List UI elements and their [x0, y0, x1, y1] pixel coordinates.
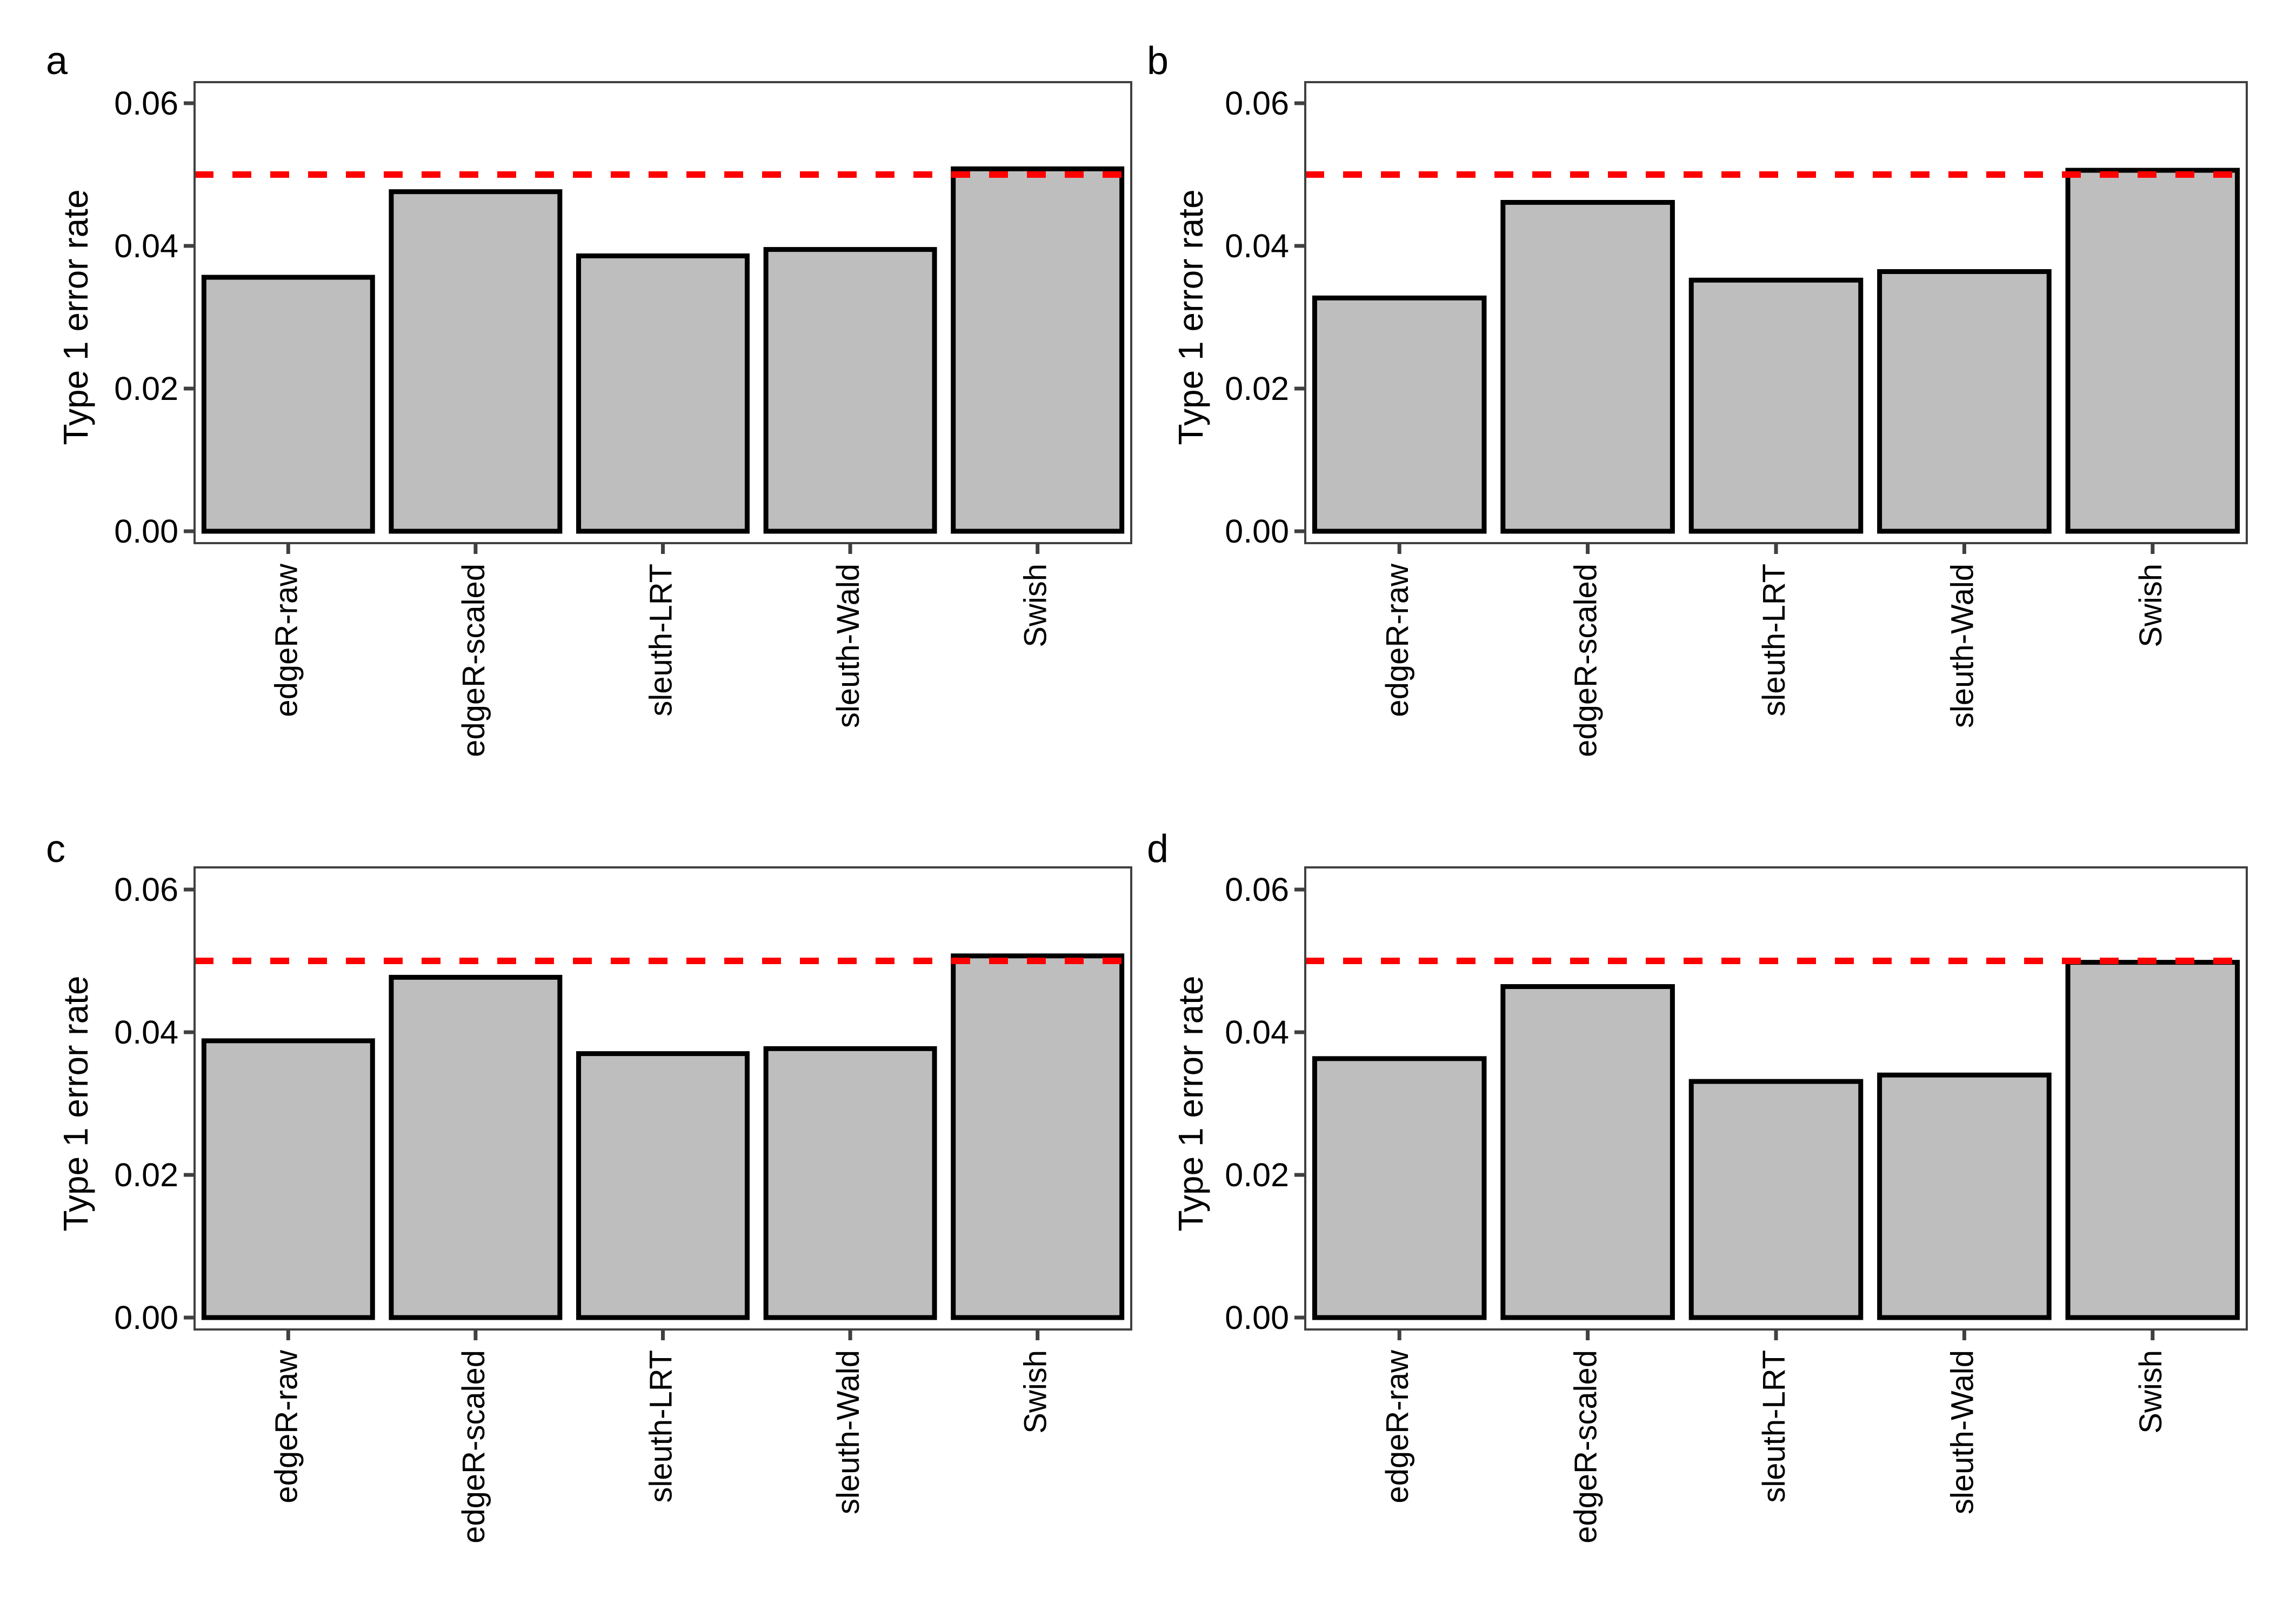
panel-letter-b: b: [1147, 39, 1169, 83]
bar-a-sleuth-LRT: [576, 253, 750, 534]
bar-b-Swish: [2065, 168, 2240, 534]
bar-c-Swish: [951, 953, 1125, 1320]
bar-d-edgeR-raw: [1312, 1056, 1487, 1320]
panel-a: a Type 1 error rate 0.00 0.02 0.04 0.06 edgeR-…: [46, 39, 1132, 757]
y-tick-label-d-0.02: 0.02: [1225, 1157, 1289, 1193]
x-tick-label-b-Swish: Swish: [2133, 564, 2168, 647]
x-tick-label-d-edgeR-scaled: edgeR-scaled: [1568, 1350, 1604, 1543]
x-tick-label-d-edgeR-raw: edgeR-raw: [1380, 1349, 1415, 1503]
y-tick-label-c-0.00: 0.00: [114, 1299, 178, 1336]
x-tick-label-d-Swish: Swish: [2133, 1350, 2168, 1434]
y-axis-title-a: Type 1 error rate: [56, 189, 95, 445]
y-tick-label-b-0.02: 0.02: [1225, 370, 1289, 407]
y-tick-label-a-0.04: 0.04: [114, 228, 178, 264]
y-tick-label-b-0.04: 0.04: [1225, 228, 1289, 264]
x-tick-label-c-edgeR-raw: edgeR-raw: [269, 1349, 304, 1503]
bar-c-edgeR-raw: [201, 1038, 375, 1320]
bar-d-Swish: [2065, 960, 2240, 1320]
x-tick-label-b-sleuth-Wald: sleuth-Wald: [1945, 564, 1980, 728]
x-tick-label-c-Swish: Swish: [1018, 1350, 1053, 1434]
panel-c: c Type 1 error rate 0.00 0.02 0.04 0.06 edgeR-…: [46, 827, 1132, 1543]
x-tick-label-a-sleuth-LRT: sleuth-LRT: [644, 564, 679, 717]
y-tick-label-a-0.06: 0.06: [114, 85, 178, 122]
bar-a-Swish: [951, 166, 1125, 534]
bar-b-edgeR-scaled: [1500, 199, 1675, 534]
y-tick-label-b-0.06: 0.06: [1225, 85, 1289, 122]
x-tick-label-a-Swish: Swish: [1018, 564, 1053, 647]
y-tick-label-a-0.00: 0.00: [114, 513, 178, 550]
bar-d-sleuth-LRT: [1688, 1079, 1864, 1320]
panel-letter-a: a: [46, 39, 68, 83]
bar-a-edgeR-scaled: [389, 189, 563, 534]
bar-c-edgeR-scaled: [389, 974, 563, 1320]
bar-d-sleuth-Wald: [1877, 1072, 2052, 1320]
bar-b-sleuth-Wald: [1877, 269, 2052, 534]
x-tick-label-a-edgeR-raw: edgeR-raw: [269, 563, 304, 717]
panel-border-c: [193, 866, 1132, 1331]
y-axis-title-d: Type 1 error rate: [1171, 975, 1210, 1231]
x-tick-label-d-sleuth-Wald: sleuth-Wald: [1945, 1350, 1980, 1514]
x-tick-label-c-sleuth-LRT: sleuth-LRT: [644, 1350, 679, 1503]
x-tick-label-c-sleuth-Wald: sleuth-Wald: [831, 1350, 866, 1514]
y-tick-label-d-0.06: 0.06: [1225, 871, 1289, 908]
x-tick-label-a-edgeR-scaled: edgeR-scaled: [456, 564, 491, 757]
bar-c-sleuth-LRT: [576, 1051, 750, 1320]
bar-a-sleuth-Wald: [763, 247, 937, 534]
y-axis-title-b: Type 1 error rate: [1171, 189, 1210, 445]
y-tick-label-c-0.04: 0.04: [114, 1014, 178, 1051]
bar-b-edgeR-raw: [1312, 295, 1487, 534]
y-tick-label-d-0.00: 0.00: [1225, 1299, 1289, 1336]
y-tick-label-b-0.00: 0.00: [1225, 513, 1289, 550]
x-tick-label-c-edgeR-scaled: edgeR-scaled: [456, 1350, 491, 1543]
x-tick-label-a-sleuth-Wald: sleuth-Wald: [831, 564, 866, 728]
y-tick-label-c-0.02: 0.02: [114, 1157, 178, 1193]
panel-border-a: [193, 81, 1132, 544]
panel-letter-d: d: [1147, 827, 1169, 871]
bar-b-sleuth-LRT: [1688, 277, 1864, 534]
x-tick-label-b-edgeR-raw: edgeR-raw: [1380, 563, 1415, 717]
panel-letter-c: c: [46, 827, 65, 871]
y-tick-label-c-0.06: 0.06: [114, 871, 178, 908]
x-tick-label-b-sleuth-LRT: sleuth-LRT: [1757, 564, 1792, 717]
bar-d-edgeR-scaled: [1500, 984, 1675, 1320]
bar-a-edgeR-raw: [201, 275, 375, 534]
panel-d: d Type 1 error rate 0.00 0.02 0.04 0.06 edgeR-…: [1147, 827, 2248, 1543]
panel-border-d: [1304, 866, 2248, 1331]
x-tick-label-b-edgeR-scaled: edgeR-scaled: [1568, 564, 1604, 757]
panel-b: b Type 1 error rate 0.00 0.02 0.04 0.06 edgeR-…: [1147, 39, 2248, 757]
bar-c-sleuth-Wald: [763, 1046, 937, 1320]
y-tick-label-a-0.02: 0.02: [114, 370, 178, 407]
y-tick-label-d-0.04: 0.04: [1225, 1014, 1289, 1051]
panel-border-b: [1304, 81, 2248, 544]
x-tick-label-d-sleuth-LRT: sleuth-LRT: [1757, 1350, 1792, 1503]
y-axis-title-c: Type 1 error rate: [56, 975, 95, 1231]
